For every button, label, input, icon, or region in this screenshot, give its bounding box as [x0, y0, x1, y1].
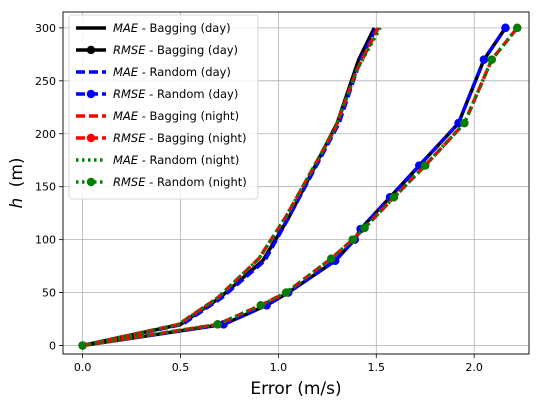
y-tick-label: 0 — [49, 340, 56, 353]
x-tick-label: 0.5 — [172, 361, 190, 374]
legend-entry: RMSE - Random (day) — [76, 87, 238, 101]
data-point — [256, 301, 265, 310]
legend-entry: MAE - Bagging (day) — [76, 21, 231, 35]
y-tick-label: 100 — [35, 234, 56, 247]
data-point — [389, 193, 399, 202]
legend-marker — [86, 89, 96, 99]
legend-label: RMSE - Random (night) — [113, 175, 247, 189]
legend-desc: - Bagging (day) — [145, 43, 238, 57]
legend-desc: - Bagging (night) — [145, 131, 246, 145]
data-point — [360, 223, 369, 233]
legend-desc: - Random (day) — [145, 87, 238, 101]
legend-entry: MAE - Random (night) — [76, 153, 239, 167]
legend-label: MAE - Random (night) — [113, 153, 239, 167]
data-point — [213, 320, 222, 329]
legend-label: MAE - Random (day) — [113, 65, 231, 79]
y-tick-label: 50 — [42, 287, 56, 300]
data-point — [421, 161, 430, 170]
legend-entry: RMSE - Bagging (night) — [76, 131, 246, 145]
series-layer — [78, 23, 522, 350]
series-line — [82, 27, 380, 348]
x-tick-label: 1.5 — [368, 361, 386, 374]
legend-entry: RMSE - Bagging (day) — [76, 43, 238, 57]
data-point — [513, 23, 522, 33]
y-axis-label-symbol: h — [7, 198, 27, 209]
data-point — [479, 55, 489, 64]
x-axis-label: Error (m/s) — [250, 379, 341, 399]
ticks: 0.0 0.5 1.0 1.5 2.0 0 50 100 150 200 250 300 — [35, 22, 483, 374]
plot-frame — [62, 11, 530, 355]
legend-label: RMSE - Random (day) — [113, 87, 238, 101]
data-point — [487, 55, 496, 64]
data-point — [454, 118, 463, 128]
y-tick-label: 300 — [35, 22, 56, 35]
legend-desc: - Random (night) — [138, 153, 239, 167]
series-line — [82, 26, 519, 348]
legend-metric: RMSE — [113, 87, 146, 101]
legend-metric: MAE — [113, 21, 139, 35]
legend-metric: MAE — [113, 65, 139, 79]
y-axis-label: h (m) — [7, 157, 27, 208]
x-tick-label: 2.0 — [465, 361, 483, 374]
y-tick-label: 200 — [35, 128, 56, 141]
legend-entry: RMSE - Random (night) — [76, 175, 247, 189]
data-point — [501, 23, 510, 33]
legend-metric: MAE — [113, 153, 139, 167]
data-point — [327, 254, 336, 263]
legend-metric: RMSE — [113, 175, 146, 189]
legend-metric: RMSE — [113, 131, 146, 145]
legend-label: MAE - Bagging (day) — [113, 21, 231, 35]
data-point — [460, 118, 469, 128]
x-tick-label: 0.0 — [74, 361, 92, 374]
data-point — [78, 341, 87, 350]
data-point — [348, 235, 357, 244]
y-tick-label: 150 — [35, 181, 56, 194]
legend-box — [68, 14, 259, 200]
y-axis-label-unit: (m) — [7, 157, 27, 187]
legend-entry: MAE - Random (day) — [76, 65, 231, 79]
y-tick-label: 250 — [35, 75, 56, 88]
legend-desc: - Bagging (day) — [138, 21, 231, 35]
legend-desc: - Random (night) — [145, 175, 246, 189]
legend-metric: RMSE — [113, 43, 146, 57]
legend-entry: MAE - Bagging (night) — [76, 109, 239, 123]
legend: MAE - Bagging (day)RMSE - Bagging (day)M… — [68, 14, 259, 200]
legend-marker — [86, 133, 96, 143]
series-7 — [78, 23, 522, 350]
legend-marker — [86, 45, 96, 55]
legend-label: RMSE - Bagging (night) — [113, 131, 246, 145]
legend-desc: - Bagging (night) — [138, 109, 239, 123]
legend-label: MAE - Bagging (night) — [113, 109, 239, 123]
legend-metric: MAE — [113, 109, 139, 123]
data-point — [282, 288, 291, 297]
x-tick-label: 1.0 — [270, 361, 288, 374]
legend-label: RMSE - Bagging (day) — [113, 43, 238, 57]
series-4 — [82, 27, 380, 348]
legend-marker — [86, 177, 96, 187]
legend-desc: - Random (day) — [138, 65, 231, 79]
